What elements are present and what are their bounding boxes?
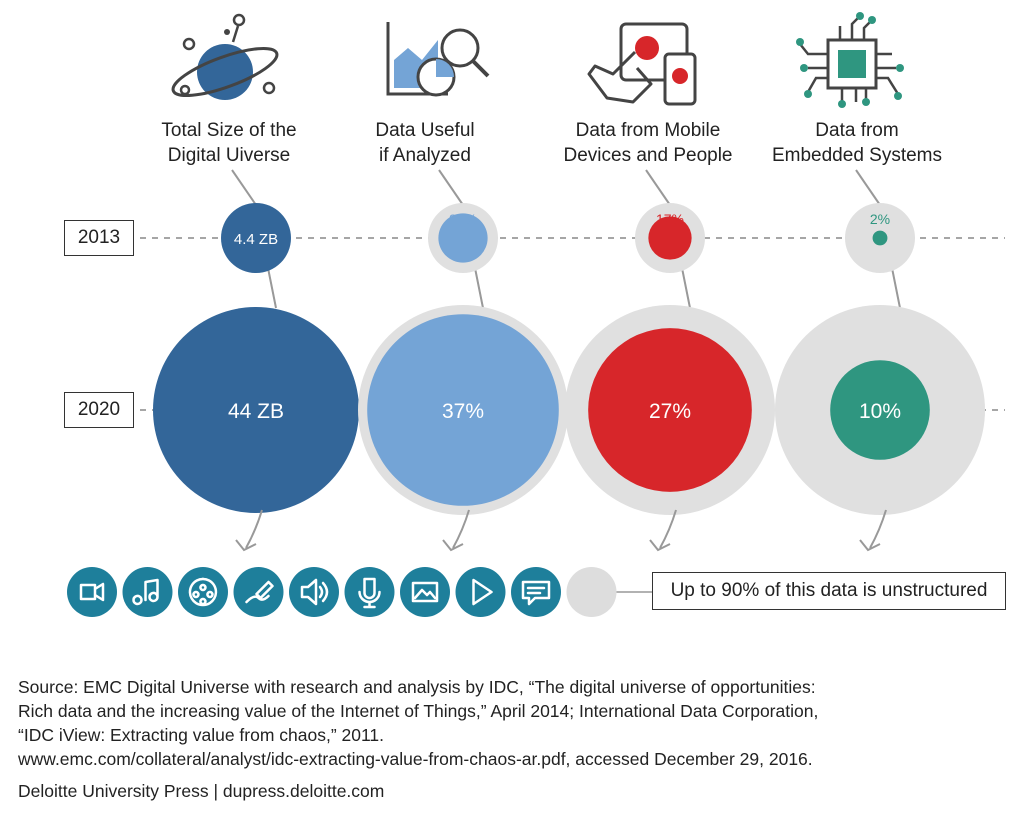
bubble-22 bbox=[438, 213, 488, 263]
source-line: “IDC iView: Extracting value from chaos,… bbox=[18, 725, 385, 745]
music-icon bbox=[122, 567, 173, 617]
title-line: Data from bbox=[815, 120, 899, 141]
source-line: Rich data and the increasing value of th… bbox=[18, 701, 819, 721]
unstructured-note: Up to 90% of this data is unstructured bbox=[652, 572, 1006, 610]
film-reel-icon bbox=[178, 567, 228, 617]
bubble-label: 27% bbox=[649, 400, 691, 423]
source-line: www.emc.com/collateral/analyst/idc-extra… bbox=[18, 749, 813, 769]
arrow-head bbox=[859, 539, 881, 552]
video-icon bbox=[67, 567, 117, 617]
bubble-label: 2% bbox=[870, 211, 890, 227]
connector-line bbox=[891, 267, 901, 309]
title-line: Embedded Systems bbox=[771, 145, 943, 166]
source-text: Source: EMC Digital Universe with resear… bbox=[18, 675, 818, 771]
bubble-27 bbox=[588, 328, 752, 492]
column-title-total-size: Total Size of the Digital Uiverse bbox=[129, 118, 329, 168]
connector-line bbox=[855, 169, 881, 206]
arrow-head bbox=[442, 539, 464, 552]
connector-line bbox=[438, 169, 464, 206]
bubble-10 bbox=[830, 360, 930, 460]
bubble-label: 44 ZB bbox=[228, 400, 284, 423]
mobile-touch-icon bbox=[587, 22, 697, 106]
play-icon bbox=[455, 567, 506, 617]
bubble-label: 10% bbox=[859, 400, 901, 423]
source-line: Source: EMC Digital Universe with resear… bbox=[18, 677, 816, 697]
title-line: Data from Mobile bbox=[575, 120, 721, 141]
speaker-icon bbox=[289, 567, 339, 617]
flow-arrow bbox=[869, 509, 887, 549]
arrow-head bbox=[649, 539, 671, 552]
year-label-2020: 2020 bbox=[64, 392, 134, 428]
bubble-label: 17% bbox=[656, 211, 684, 227]
bubble-2 bbox=[872, 230, 888, 246]
galaxy-icon bbox=[171, 13, 279, 100]
bubble-44zb bbox=[153, 307, 359, 513]
connector-line bbox=[267, 267, 277, 309]
column-title-embedded: Data from Embedded Systems bbox=[757, 118, 957, 168]
column-title-useful: Data Useful if Analyzed bbox=[325, 118, 525, 168]
year-label-2013: 2013 bbox=[64, 220, 134, 256]
chat-icon bbox=[511, 567, 561, 617]
flow-arrow bbox=[659, 509, 677, 549]
connector-line bbox=[645, 169, 671, 206]
bubble-44zb bbox=[221, 203, 291, 273]
image-icon bbox=[400, 567, 450, 617]
title-line: Devices and People bbox=[563, 145, 733, 166]
bubble-37 bbox=[367, 314, 559, 506]
microphone-icon bbox=[344, 567, 395, 617]
credit-text: Deloitte University Press | dupress.delo… bbox=[18, 781, 385, 801]
chip-icon bbox=[796, 12, 904, 108]
title-line: if Analyzed bbox=[379, 145, 471, 166]
analytics-icon bbox=[386, 22, 490, 97]
arrow-head bbox=[235, 539, 257, 552]
flow-arrow bbox=[245, 509, 263, 549]
connector-line bbox=[231, 169, 257, 206]
bubble-label: 4.4 ZB bbox=[234, 231, 278, 248]
connector-line bbox=[474, 267, 484, 309]
more-placeholder-icon bbox=[566, 567, 617, 617]
column-title-mobile: Data from Mobile Devices and People bbox=[548, 118, 748, 168]
title-line: Total Size of the bbox=[161, 120, 297, 141]
title-line: Data Useful bbox=[375, 120, 475, 141]
bubble-label: 37% bbox=[442, 400, 484, 423]
bubble-label: 22% bbox=[449, 211, 477, 227]
pen-icon bbox=[233, 567, 284, 617]
title-line: Digital Uiverse bbox=[167, 145, 291, 166]
bubble-17 bbox=[648, 216, 692, 260]
flow-arrow bbox=[452, 509, 470, 549]
connector-line bbox=[681, 267, 691, 309]
